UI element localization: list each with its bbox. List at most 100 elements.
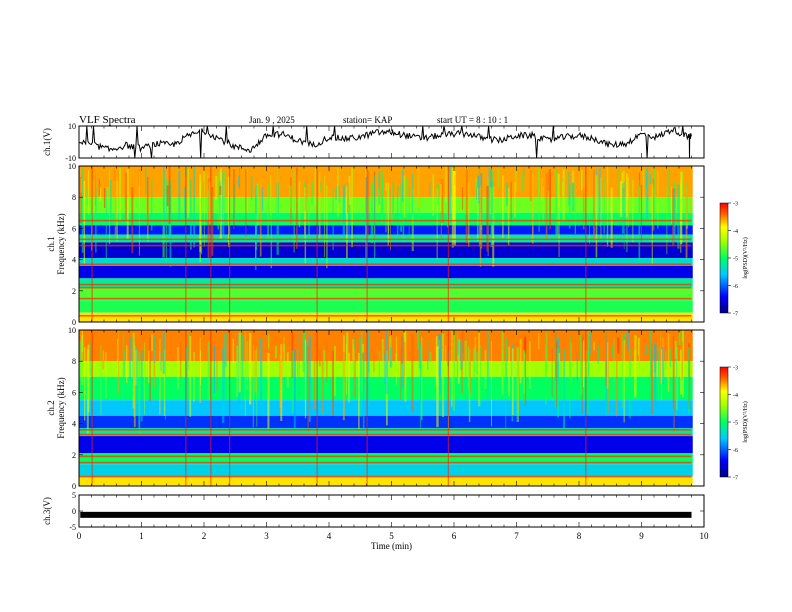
spectrogram-band [79, 258, 704, 266]
spectrogram-streak [370, 183, 373, 244]
spectrogram-streak [642, 170, 645, 199]
y-tick-label: 2 [72, 287, 76, 296]
spectrogram-streak [318, 348, 321, 367]
spectrogram-streak [98, 178, 100, 196]
spectrogram-streak [597, 182, 599, 199]
spectrogram-streak [129, 337, 131, 381]
spectrogram-streak [146, 176, 149, 231]
spectrogram-band [79, 415, 704, 429]
colorbar-tick-label: -3 [733, 366, 738, 372]
spectrogram-streak [236, 345, 239, 397]
spectrogram-streak [488, 167, 490, 219]
spectrogram-streak [109, 180, 112, 224]
spectrogram-streak [420, 348, 422, 433]
spectrogram-streak [478, 331, 480, 407]
spectrogram-band [79, 464, 704, 477]
spectrogram-streak [587, 350, 590, 414]
spectrogram-streak [239, 168, 241, 191]
spectrogram-streak [491, 341, 492, 427]
spectrogram-streak [116, 181, 118, 242]
spectrogram-streak [484, 350, 487, 389]
sferic-line [366, 166, 368, 322]
spectrogram-streak [658, 347, 660, 383]
spectrogram-streak [249, 332, 252, 405]
spectrogram-streak [291, 350, 294, 413]
spectrogram-band [79, 428, 704, 437]
emission-line [79, 263, 692, 266]
spectrogram-streak [587, 331, 590, 377]
spectrogram-streak [523, 338, 527, 354]
spectrogram-streak [150, 179, 153, 231]
spectrogram-streak [267, 352, 270, 429]
spectrogram-band [79, 376, 704, 401]
spectrogram-streak [304, 339, 307, 419]
spectrogram-streak [569, 335, 571, 419]
spectrogram-streak [477, 188, 479, 242]
y-axis-label: ch.1 [46, 236, 56, 251]
spectrogram-streak [232, 338, 234, 364]
spectrogram-streak [283, 337, 285, 352]
colorbar-tick-label: -6 [733, 448, 738, 454]
spectrogram-streak [401, 335, 404, 364]
spectrogram-streak [83, 180, 86, 265]
spectrogram-streak [654, 168, 656, 219]
spectrogram-streak [306, 341, 308, 379]
spectrogram-streak [583, 340, 585, 388]
spectrogram-streak [168, 166, 171, 225]
spectrogram-streak [531, 173, 534, 244]
spectrogram-streak [622, 170, 625, 189]
spectrogram-streak [343, 335, 345, 352]
spectrogram-streak [674, 341, 677, 359]
spectrogram-streak [135, 346, 138, 404]
spectrogram-streak [519, 338, 522, 384]
spectrogram-streak [359, 338, 362, 417]
spectrogram-streak [417, 168, 420, 208]
sferic-line [185, 166, 187, 322]
spectrogram-streak [348, 175, 351, 205]
spectrogram-streak [180, 342, 182, 378]
spectrogram-streak [408, 185, 410, 242]
emission-line [79, 461, 692, 464]
spectrogram-streak [303, 331, 306, 377]
spectrogram-streak [188, 332, 190, 370]
spectrogram-streak [502, 175, 504, 238]
spectrogram-streak [222, 171, 225, 208]
spectrogram-streak [522, 173, 525, 191]
spectrogram-streak [283, 344, 286, 365]
spectrogram-streak [162, 332, 165, 374]
spectrogram-streak [542, 186, 544, 223]
spectrogram-streak [117, 338, 119, 374]
spectrogram-streak [244, 332, 247, 416]
x-tick-label: 0 [77, 531, 82, 541]
spectrogram-streak [545, 332, 548, 371]
station-label: station= KAP [343, 115, 393, 125]
spectrogram-streak [402, 169, 404, 202]
spectrogram-streak [132, 336, 134, 397]
y-axis-label: ch.3(V) [42, 497, 52, 525]
spectrogram-streak [562, 169, 565, 222]
spectrogram-streak [652, 178, 655, 231]
spectrogram-streak [207, 175, 209, 221]
spectrogram-streak [659, 332, 662, 383]
spectrogram-streak [348, 352, 350, 403]
spectrogram-streak [187, 168, 189, 218]
spectrogram-streak [593, 169, 595, 241]
spectrogram-streak [549, 169, 551, 230]
sferic-line [585, 166, 587, 322]
spectrogram-streak [672, 188, 675, 246]
spectrogram-streak [652, 348, 654, 362]
spectrogram-streak [545, 344, 547, 406]
spectrogram-streak [628, 185, 630, 228]
spectrogram-streak [505, 337, 508, 357]
x-tick-label: 9 [639, 531, 644, 541]
spectrogram-streak [163, 166, 165, 235]
spectrogram-streak [551, 349, 553, 398]
y-tick-label: 2 [72, 451, 76, 460]
spectrogram-streak [268, 334, 270, 349]
spectrogram-streak [453, 331, 455, 412]
spectrogram-streak [515, 166, 517, 192]
spectrogram-band [79, 436, 704, 454]
spectrogram-streak [368, 170, 370, 236]
spectrogram-streak [649, 173, 652, 184]
x-tick-label: 5 [389, 531, 394, 541]
